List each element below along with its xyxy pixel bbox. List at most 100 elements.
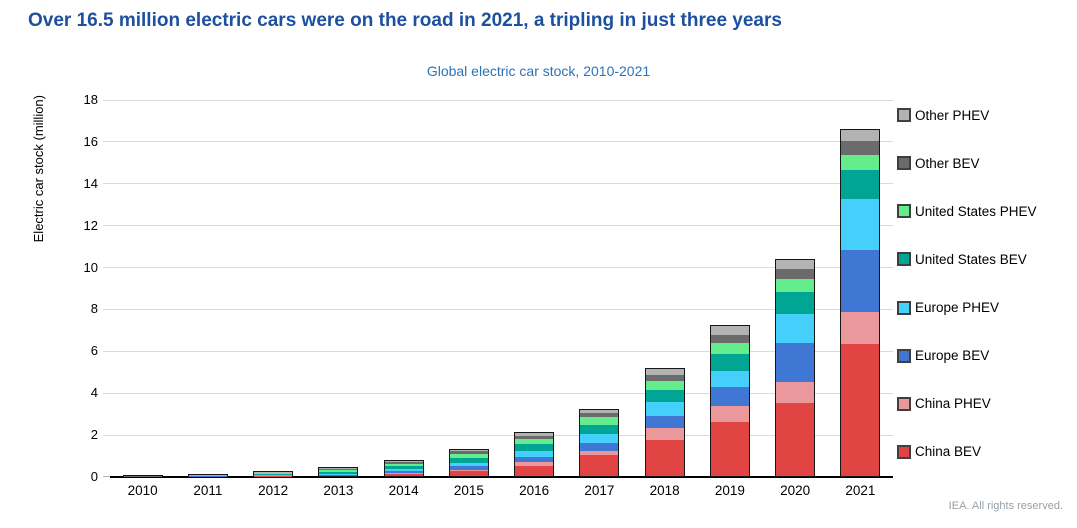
bar-segment [384,473,423,474]
bar-segment [776,267,815,280]
legend-item: United States PHEV [897,203,1072,219]
x-tick-label: 2018 [649,483,680,498]
y-tick-label: 8 [90,301,98,317]
x-tick-label: 2020 [780,483,811,498]
bar-segment [449,471,488,476]
bar-2017 [579,408,620,477]
grid-line [103,183,893,185]
legend-label: Other BEV [915,155,980,171]
bar-segment [319,467,358,470]
x-tick-label: 2010 [127,483,158,498]
x-tick-label: 2019 [714,483,745,498]
x-tick-label: 2017 [584,483,615,498]
bar-segment [841,169,880,199]
bar-2013 [318,466,359,477]
legend-label: China BEV [915,444,982,460]
y-axis-title-wrap: Electric car stock (million) [31,95,47,275]
bar-segment [645,389,684,402]
bar-segment [580,424,619,435]
y-tick-label: 16 [83,133,98,149]
bar-segment [580,408,619,413]
grid-line [103,350,893,352]
bar-segment [254,474,293,475]
chart-subtitle: Global electric car stock, 2010-2021 [426,63,651,79]
bar-segment [710,404,749,422]
bar-segment [710,334,749,344]
bar-2018 [644,368,685,477]
bar-segment [645,439,684,476]
legend-swatch-icon [897,252,911,267]
bar-segment [580,442,619,451]
bar-2012 [253,471,294,477]
bar-segment [254,473,293,475]
bar-segment [384,473,423,476]
bar-segment [645,400,684,416]
bar-2010 [122,474,163,477]
bar-segment [776,342,815,382]
legend-item: United States BEV [897,251,1072,267]
bar-segment [645,427,684,440]
legend-label: Europe PHEV [915,300,1000,316]
bar-segment [515,432,554,436]
bar-segment [710,386,749,406]
legend-swatch-icon [897,108,911,122]
bar-segment [645,414,684,429]
bar-segment [319,475,358,476]
grid-line [103,392,893,394]
bar-segment [776,313,815,344]
bar-segment [710,325,749,336]
bar-segment [841,344,880,476]
legend-swatch-icon [897,444,911,459]
x-tick-label: 2012 [258,483,289,498]
x-tick-label: 2015 [453,483,484,498]
bar-segment [841,129,880,141]
grid-line [103,434,893,436]
grid-line [103,225,893,227]
y-axis-title: Electric car stock (million) [31,95,46,243]
bar-segment [776,258,815,269]
bar-2015 [448,448,489,477]
y-tick-label: 12 [83,217,98,233]
y-tick-label: 0 [90,469,98,484]
legend-label: United States PHEV [915,203,1037,219]
bar-segment [319,473,358,475]
y-tick-label: 18 [83,92,98,107]
grid-line [103,308,893,310]
bar-segment [841,153,880,171]
bar-segment [776,290,815,315]
legend-item: Other BEV [897,155,1072,171]
legend-label: China PHEV [915,396,991,412]
grid-line [103,141,893,143]
y-tick-label: 4 [90,385,98,401]
y-tick-label: 14 [83,175,98,191]
bar-2021 [840,129,881,477]
legend-swatch-icon [897,300,911,315]
bar-segment [710,369,749,388]
legend-label: Other PHEV [915,107,990,123]
y-tick-label: 10 [83,259,98,275]
bar-segment [515,455,554,463]
x-tick-label: 2013 [323,483,354,498]
legend-swatch-icon [897,396,911,411]
bar-segment [841,197,880,250]
bar-segment [580,415,619,426]
bar-segment [580,433,619,444]
bar-segment [188,474,227,476]
bar-segment [645,368,684,376]
x-tick-label: 2021 [845,483,876,498]
bar-segment [710,421,749,476]
y-tick-label: 6 [90,343,98,359]
legend-label: United States BEV [915,251,1027,267]
bar-2016 [514,432,555,477]
bar-segment [254,472,293,474]
y-tick-label: 2 [90,427,98,443]
legend-item: Europe BEV [897,348,1072,364]
bar-2020 [775,258,816,477]
legend: Other PHEV Other BEV United States PHEV Uni… [897,107,1072,460]
bar-segment [841,139,880,155]
grid-line [103,99,893,101]
bar-segment [449,448,488,452]
legend-item: China BEV [897,444,1072,460]
x-tick-label: 2014 [388,483,419,498]
legend-swatch-icon [897,156,911,171]
